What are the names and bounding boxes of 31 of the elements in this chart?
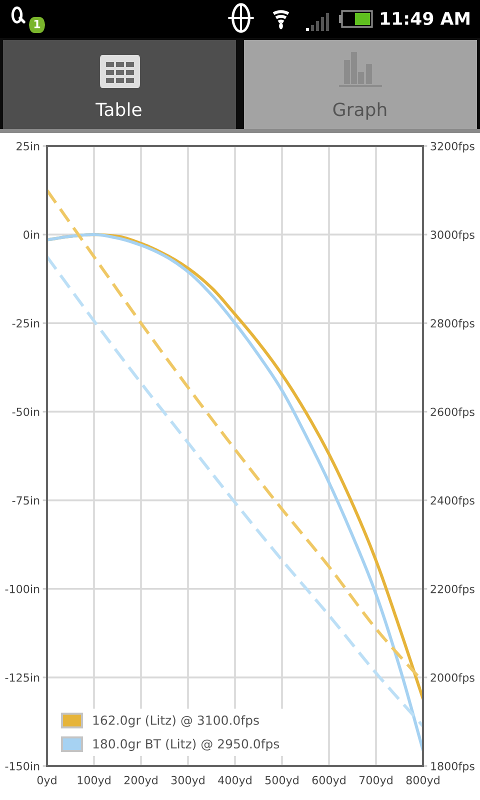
- legend-label: 180.0gr BT (Litz) @ 2950.0fps: [93, 738, 280, 751]
- text: 11:49 AM: [380, 12, 470, 26]
- x-tick-label: 400yd: [218, 776, 252, 786]
- y2-tick-label: 2800fps: [430, 318, 474, 330]
- x-tick-label: 700yd: [359, 776, 392, 786]
- y-tick-label: -100in: [5, 584, 40, 594]
- x-tick-label: 600yd: [312, 776, 346, 786]
- y2-tick-label: 2400fps: [430, 496, 474, 507]
- y2-tick-label: 1800fps: [431, 762, 474, 773]
- y-tick-label: -50in: [12, 407, 40, 416]
- legend-label: 162.0gr (Litz) @ 3100.0fps: [93, 715, 259, 728]
- y2-tick-label: 2600fps: [430, 407, 474, 418]
- x-tick-label: 500yd: [265, 776, 298, 786]
- y-tick-label: -150in: [5, 762, 40, 770]
- y2-tick-label: 3000fps: [430, 230, 474, 242]
- x-tick-label: 800yd: [406, 776, 440, 786]
- y2-tick-label: 3200fps: [430, 142, 474, 153]
- y-tick-label: 25in: [16, 142, 40, 150]
- x-tick-label: 0yd: [37, 776, 56, 786]
- text: Table: [96, 102, 142, 116]
- y2-tick-label: 2000fps: [430, 673, 474, 684]
- y2-tick-label: 2200fps: [430, 584, 474, 596]
- x-tick-label: 200yd: [124, 776, 158, 786]
- y-tick-label: -125in: [5, 673, 40, 682]
- y-tick-label: 0in: [24, 230, 40, 239]
- x-tick-label: 300yd: [171, 776, 204, 786]
- y-tick-label: -25in: [12, 318, 40, 328]
- text: Graph: [333, 102, 386, 120]
- y-tick-label: -75in: [12, 496, 40, 505]
- text: 1: [34, 20, 40, 28]
- x-tick-label: 100yd: [78, 776, 110, 786]
